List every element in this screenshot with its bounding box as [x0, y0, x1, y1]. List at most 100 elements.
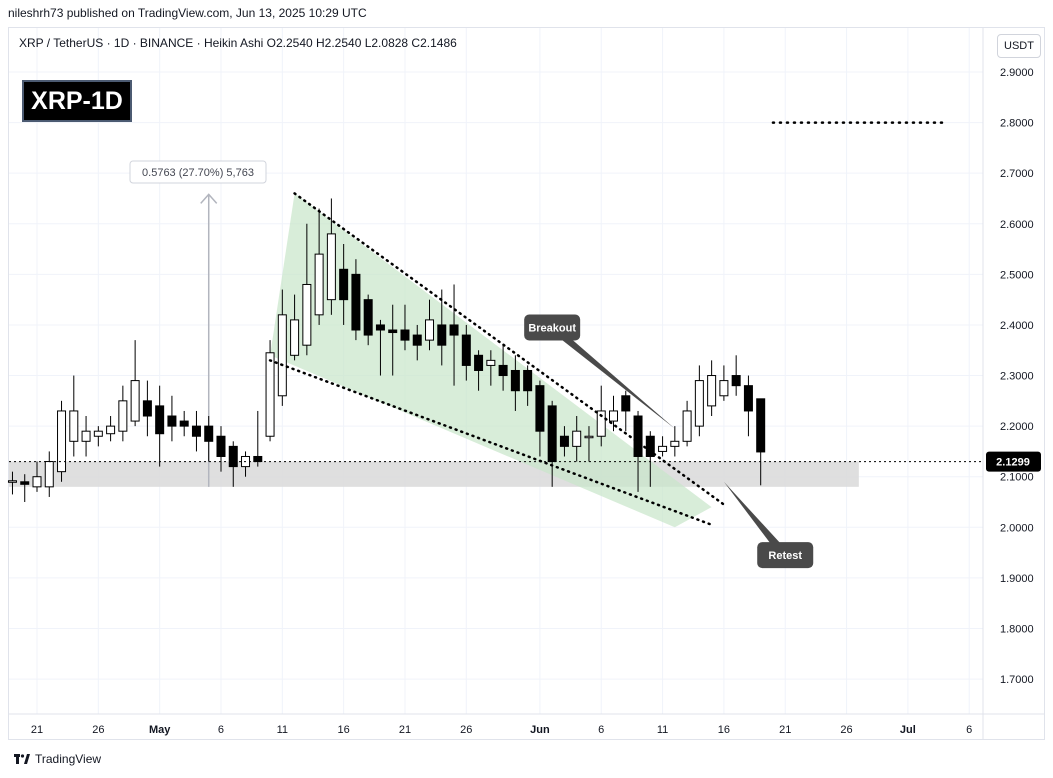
annotation-pointer: [546, 327, 675, 429]
measure-label: 0.5763 (27.70%) 5,763: [142, 167, 254, 179]
candle-body-down: [142, 400, 152, 417]
candle: [437, 289, 447, 366]
time-tick-label: May: [149, 724, 171, 736]
time-tick-label: Jun: [530, 724, 550, 736]
candle-body-up: [326, 233, 336, 301]
candle-body-down: [400, 329, 410, 341]
candle: [204, 416, 214, 462]
candle-body-down: [20, 481, 30, 485]
currency-button[interactable]: USDT: [997, 34, 1041, 58]
candle: [498, 345, 508, 391]
candle: [731, 355, 741, 396]
footer: TradingView: [14, 752, 101, 766]
candle-body-down: [621, 395, 631, 412]
candle-body-up: [44, 461, 54, 488]
time-tick-label: 6: [218, 724, 224, 736]
candle-body-down: [363, 299, 373, 336]
candle-body-up: [425, 319, 435, 341]
candle: [412, 324, 422, 361]
price-tick-label: 2.2000: [1000, 421, 1034, 433]
candle-body-up: [93, 430, 103, 437]
time-tick-label: 16: [338, 724, 350, 736]
candle-body-down: [474, 354, 484, 371]
candle: [510, 355, 520, 411]
candle: [191, 410, 201, 452]
candle-body-up: [118, 400, 128, 432]
candle: [69, 375, 79, 457]
candle-body-down: [412, 334, 422, 346]
candle: [32, 461, 42, 492]
candle-body-down: [461, 334, 471, 366]
candle-body-down: [179, 420, 189, 427]
candle-body-up: [658, 445, 668, 452]
overlay-lines-layer: [9, 121, 983, 527]
candle-body-up: [694, 380, 704, 427]
candle: [474, 350, 484, 391]
candle-body-up: [106, 425, 116, 435]
candle-body-up: [707, 375, 717, 407]
time-tick-label: 11: [277, 724, 288, 736]
candle: [584, 426, 594, 462]
price-tick-label: 1.9000: [1000, 573, 1034, 585]
candle-body-up: [265, 352, 275, 437]
candle: [57, 400, 67, 482]
measure-layer: 0.5763 (27.70%) 5,763: [129, 160, 267, 487]
candle-body-up: [7, 480, 17, 483]
candle: [20, 474, 30, 503]
time-tick-label: 11: [657, 724, 668, 736]
candle: [425, 299, 435, 351]
candle-body-down: [756, 398, 766, 453]
candle: [609, 395, 619, 432]
time-tick-label: 26: [92, 724, 104, 736]
time-tick-label: Jul: [900, 724, 916, 736]
candles-layer: [7, 198, 766, 503]
candle-body-down: [351, 273, 361, 331]
candle-body-down: [498, 364, 508, 377]
candle: [707, 360, 717, 417]
annotation-box: [524, 314, 581, 341]
candle-body-down: [216, 435, 226, 457]
candle: [351, 259, 361, 341]
support-zone: [9, 461, 859, 487]
measure-arrowhead: [200, 193, 218, 204]
candle: [658, 436, 668, 457]
candle-body-down: [535, 385, 545, 432]
support-zone-layer: [9, 461, 859, 487]
candle: [93, 426, 103, 447]
candle-body-up: [69, 410, 79, 442]
candle-body-up: [302, 283, 312, 346]
time-tick-label: 21: [399, 724, 411, 736]
candle: [167, 395, 177, 442]
candle: [216, 426, 226, 472]
time-tick-label: 21: [779, 724, 791, 736]
candle: [290, 294, 300, 361]
candle: [44, 451, 54, 497]
candle: [155, 385, 165, 467]
candle-body-up: [609, 410, 619, 422]
candle-body-down: [437, 324, 447, 346]
chart-frame[interactable]: [8, 27, 1045, 740]
symbol-badge: XRP-1D: [24, 82, 130, 120]
candle: [81, 416, 91, 457]
candle: [314, 208, 324, 325]
annotation-label: Breakout: [528, 322, 576, 334]
candle: [523, 365, 533, 406]
candle: [400, 304, 410, 351]
candle: [633, 410, 643, 492]
candle: [142, 380, 152, 437]
candle: [388, 304, 398, 376]
candle-body-down: [155, 405, 165, 435]
candle: [645, 431, 655, 487]
candle: [363, 294, 373, 346]
candle: [130, 340, 140, 427]
tradingview-logo-icon: [14, 754, 30, 764]
candle-body-down: [449, 324, 459, 336]
candle-body-up: [81, 430, 91, 442]
candle: [670, 426, 680, 457]
candle-body-down: [559, 435, 569, 447]
candle: [302, 223, 312, 356]
candle-body-down: [204, 425, 214, 442]
wedge-lower-line: [268, 359, 713, 527]
annotation-box: [757, 542, 814, 569]
